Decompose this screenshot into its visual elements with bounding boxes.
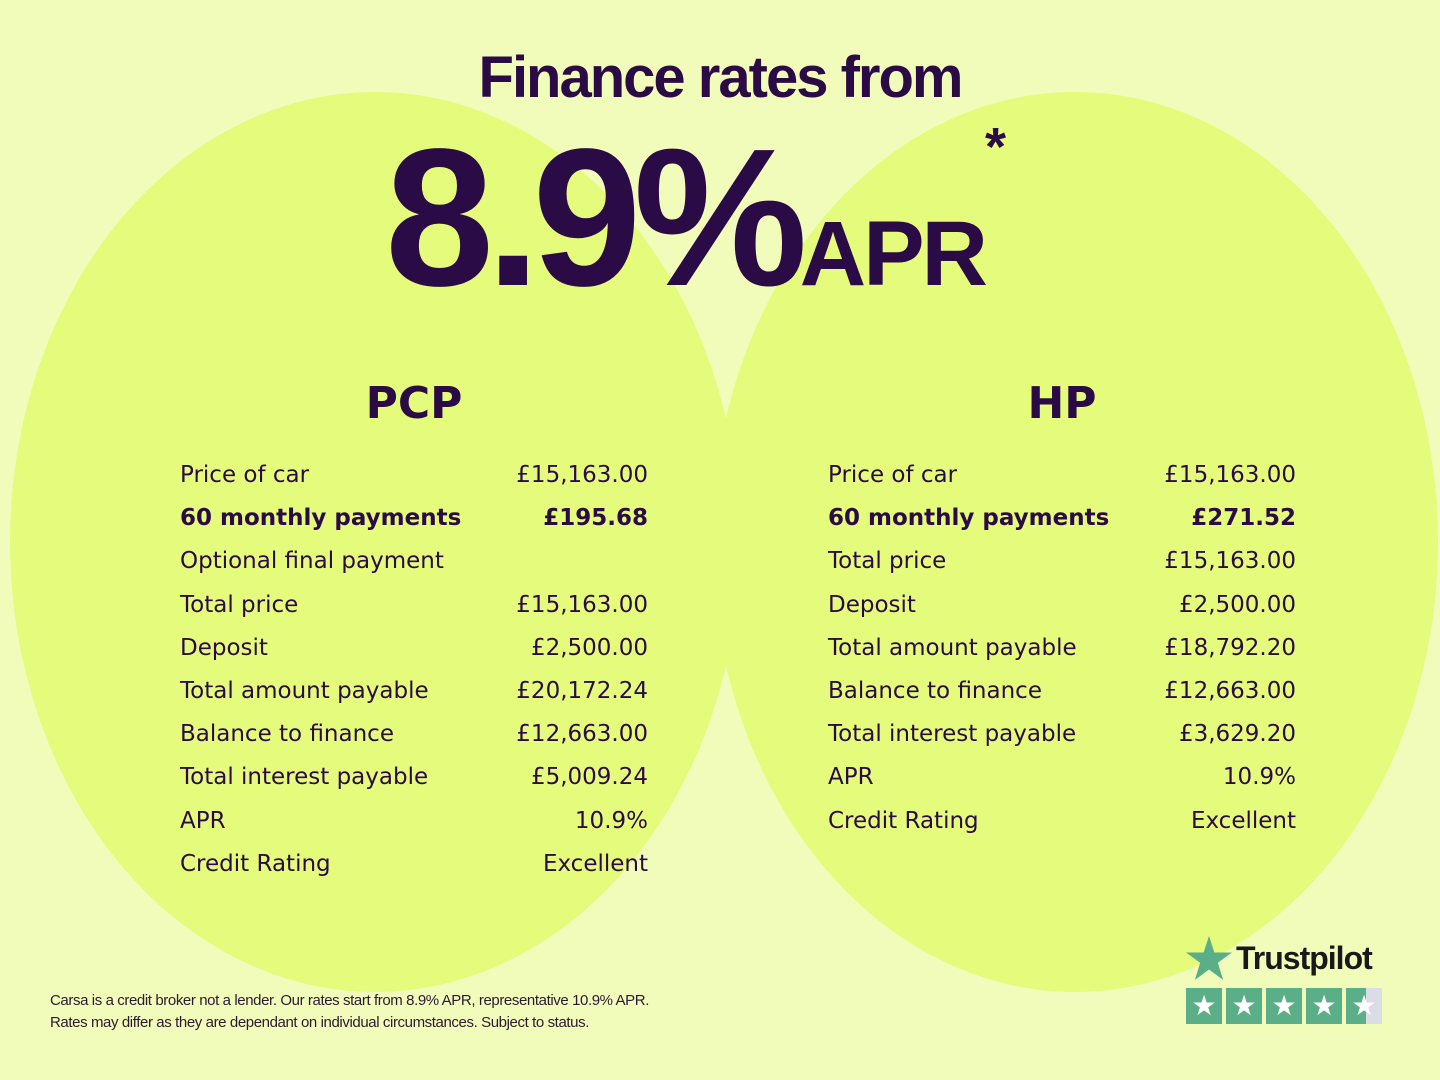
row-label: Deposit	[828, 591, 916, 618]
hp-row: Total price £15,163.00	[828, 545, 1296, 588]
row-value: 10.9%	[574, 807, 648, 834]
hp-row: APR 10.9%	[828, 761, 1296, 804]
disclaimer-line-1: Carsa is a credit broker not a lender. O…	[50, 992, 649, 1009]
row-label: 60 monthly payments	[180, 505, 462, 532]
row-label: Price of car	[180, 462, 310, 488]
row-label: Balance to finance	[828, 677, 1042, 704]
trustpilot-label: Trustpilot	[1236, 939, 1373, 976]
background-circle-left	[10, 92, 740, 992]
hp-row: Credit Rating Excellent	[828, 805, 1296, 848]
row-label: Balance to finance	[180, 721, 394, 748]
half-star-icon: ★	[1346, 988, 1382, 1024]
star-icon: ★	[1306, 988, 1342, 1024]
star-icon: ★	[1226, 988, 1262, 1024]
row-value: £15,163.00	[516, 591, 648, 618]
hp-row: Deposit £2,500.00	[828, 589, 1296, 632]
headline: Finance rates from	[478, 45, 964, 110]
rate-value: 8.9%	[385, 108, 808, 327]
row-value: 10.9%	[1222, 764, 1296, 791]
row-value: Excellent	[1190, 807, 1296, 834]
star-icon: ★	[1186, 988, 1222, 1024]
row-value: £5,009.24	[530, 764, 648, 791]
row-label: Total price	[180, 591, 299, 618]
row-label: Price of car	[828, 462, 958, 488]
hp-row: Total amount payable £18,792.20	[828, 632, 1296, 675]
pcp-heading: PCP	[365, 378, 463, 429]
row-value: £15,163.00	[1164, 548, 1296, 575]
row-value: £12,663.00	[516, 721, 648, 748]
row-value: £2,500.00	[530, 634, 648, 661]
pcp-row: Total interest payable £5,009.24	[180, 761, 648, 804]
row-label: Total interest payable	[828, 721, 1077, 748]
pcp-row: APR 10.9%	[180, 805, 648, 848]
row-label: Total amount payable	[180, 677, 429, 704]
star-icon: ★	[1266, 988, 1302, 1024]
hp-panel: HP Price of car £15,163.00 60 monthly paym…	[828, 378, 1296, 848]
trustpilot-badge[interactable]: Trustpilot ★ ★ ★ ★ ★	[1186, 936, 1382, 1024]
row-label: Optional final payment	[180, 548, 444, 575]
pcp-row: Total amount payable £20,172.24	[180, 675, 648, 718]
row-value: £12,663.00	[1164, 677, 1296, 704]
hp-row: Balance to finance £12,663.00	[828, 675, 1296, 718]
hp-heading: HP	[1027, 378, 1097, 429]
row-value: £20,172.24	[516, 677, 648, 704]
rate-suffix: APR	[799, 203, 988, 305]
pcp-row: Balance to finance £12,663.00	[180, 718, 648, 761]
row-value: £195.68	[543, 505, 648, 532]
row-label: Credit Rating	[828, 807, 979, 834]
row-label: Total interest payable	[180, 764, 429, 791]
pcp-panel: PCP Price of car £15,163.00 60 monthly pay…	[180, 378, 648, 891]
row-value: £15,163.00	[516, 462, 648, 488]
row-value: Excellent	[542, 850, 648, 877]
disclaimer-line-2: Rates may differ as they are dependant o…	[50, 1014, 589, 1031]
row-label: Total amount payable	[828, 634, 1077, 661]
rate-display: 8.9%APR*	[385, 117, 1007, 316]
row-value: £15,163.00	[1164, 462, 1296, 488]
row-value: £2,500.00	[1178, 591, 1296, 618]
pcp-row: Deposit £2,500.00	[180, 632, 648, 675]
trustpilot-rating: ★ ★ ★ ★ ★	[1186, 988, 1382, 1024]
row-value: £271.52	[1191, 505, 1296, 532]
disclaimer: Carsa is a credit broker not a lender. O…	[50, 990, 649, 1034]
pcp-row: 60 monthly payments £195.68	[180, 502, 648, 545]
pcp-row: Price of car £15,163.00	[180, 459, 648, 502]
star-icon	[1186, 936, 1232, 980]
row-label: Credit Rating	[180, 850, 331, 877]
row-label: APR	[180, 807, 226, 834]
pcp-row: Optional final payment	[180, 545, 648, 588]
row-label: APR	[828, 764, 874, 791]
asterisk: *	[985, 117, 1007, 177]
row-value: £18,792.20	[1164, 634, 1296, 661]
pcp-row: Credit Rating Excellent	[180, 848, 648, 891]
background-circle-right	[712, 92, 1438, 992]
row-label: 60 monthly payments	[828, 505, 1110, 532]
row-value: £3,629.20	[1178, 721, 1296, 748]
hp-row: Price of car £15,163.00	[828, 459, 1296, 502]
hp-row: Total interest payable £3,629.20	[828, 718, 1296, 761]
row-label: Total price	[828, 548, 947, 575]
hp-row: 60 monthly payments £271.52	[828, 502, 1296, 545]
row-label: Deposit	[180, 634, 268, 661]
pcp-row: Total price £15,163.00	[180, 589, 648, 632]
